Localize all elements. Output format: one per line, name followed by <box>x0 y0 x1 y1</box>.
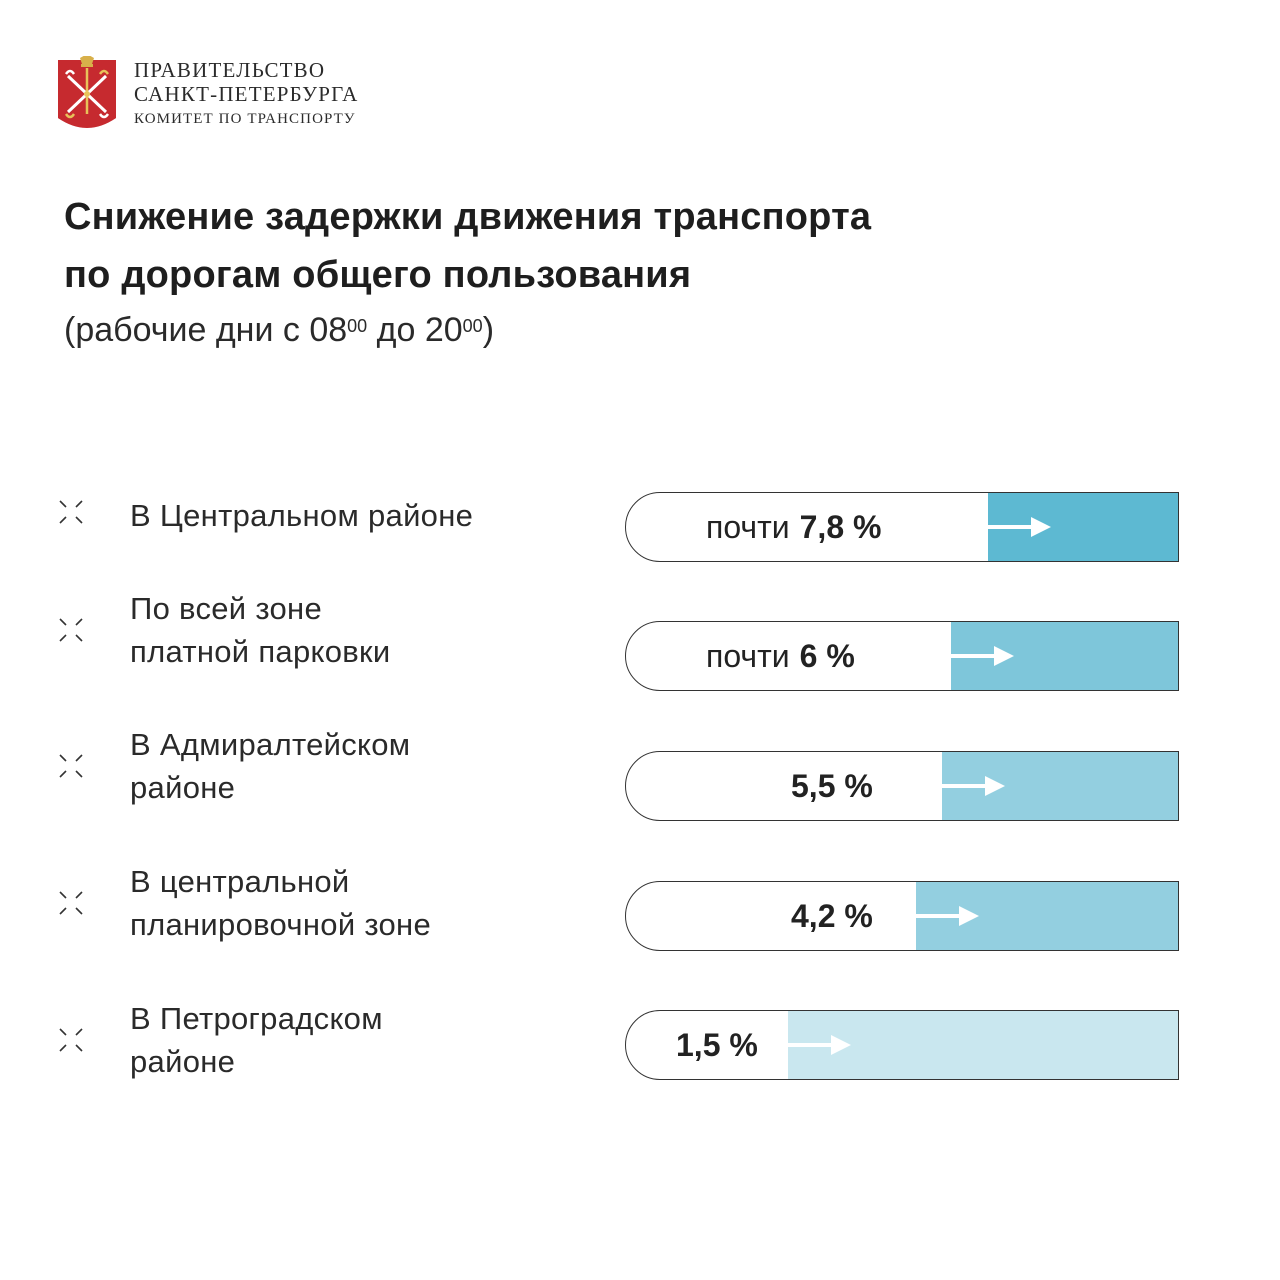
row-label: районе <box>130 770 236 805</box>
row-label: планировочной зоне <box>130 907 432 942</box>
row-label: По всей зоне <box>130 591 322 626</box>
bar: почти 7,8 % <box>625 492 1179 562</box>
bar-fill <box>788 1011 1178 1079</box>
bar-value-label: 1,5 % <box>676 1011 758 1079</box>
org-name: ПРАВИТЕЛЬСТВО САНКТ-ПЕТЕРБУРГА КОМИТЕТ П… <box>134 58 359 130</box>
subtitle-suffix: ) <box>482 311 495 349</box>
bar-value-label: 4,2 % <box>791 882 873 950</box>
bar-value-label: почти 7,8 % <box>706 493 881 561</box>
subtitle-sup1: 00 <box>347 316 368 336</box>
row-label: платной парковки <box>130 634 391 669</box>
row-label: районе <box>130 1044 236 1079</box>
spb-coat-of-arms-icon <box>58 56 116 128</box>
org-name-line2: САНКТ-ПЕТЕРБУРГА <box>134 82 359 106</box>
header: ПРАВИТЕЛЬСТВО САНКТ-ПЕТЕРБУРГА КОМИТЕТ П… <box>56 56 359 136</box>
sparkle-cross-icon <box>59 1028 83 1052</box>
arrow-right-icon <box>950 646 1014 666</box>
org-committee: КОМИТЕТ ПО ТРАНСПОРТУ <box>134 111 356 127</box>
sparkle-cross-icon <box>59 754 83 778</box>
bar: почти 6 % <box>625 621 1179 691</box>
title-line1: Снижение задержки движения транспорта <box>64 196 872 238</box>
bar-value: 7,8 % <box>799 508 882 545</box>
subtitle-sup2: 00 <box>462 316 483 336</box>
org-name-line1: ПРАВИТЕЛЬСТВО <box>134 58 326 82</box>
page-title: Снижение задержки движения транспорта по… <box>64 188 871 304</box>
bar: 5,5 % <box>625 751 1179 821</box>
sparkle-cross-icon <box>59 500 83 524</box>
bar-value: 6 % <box>799 637 855 674</box>
bar-value: 5,5 % <box>791 767 873 804</box>
arrow-right-icon <box>787 1035 851 1055</box>
row-label: В центральной <box>130 864 350 899</box>
bar-value: 1,5 % <box>676 1026 758 1063</box>
sparkle-cross-icon <box>59 891 83 915</box>
bar: 4,2 % <box>625 881 1179 951</box>
bar-value-label: 5,5 % <box>791 752 873 820</box>
bar: 1,5 % <box>625 1010 1179 1080</box>
subtitle-prefix: (рабочие дни с 08 <box>64 311 348 349</box>
arrow-right-icon <box>915 906 979 926</box>
arrow-right-icon <box>987 517 1051 537</box>
sparkle-cross-icon <box>59 618 83 642</box>
page-subtitle: (рабочие дни с 0800 до 2000) <box>64 308 494 352</box>
row-label: В Центральном районе <box>130 498 474 533</box>
title-line2: по дорогам общего пользования <box>64 254 692 296</box>
row-label: В Петроградском <box>130 1001 383 1036</box>
bar-value-prefix: почти <box>706 508 790 545</box>
bar-value: 4,2 % <box>791 897 873 934</box>
subtitle-mid: до 20 <box>367 311 463 349</box>
row-label: В Адмиралтейском <box>130 727 411 762</box>
bar-value-label: почти 6 % <box>706 622 855 690</box>
bar-value-prefix: почти <box>706 637 790 674</box>
arrow-right-icon <box>941 776 1005 796</box>
